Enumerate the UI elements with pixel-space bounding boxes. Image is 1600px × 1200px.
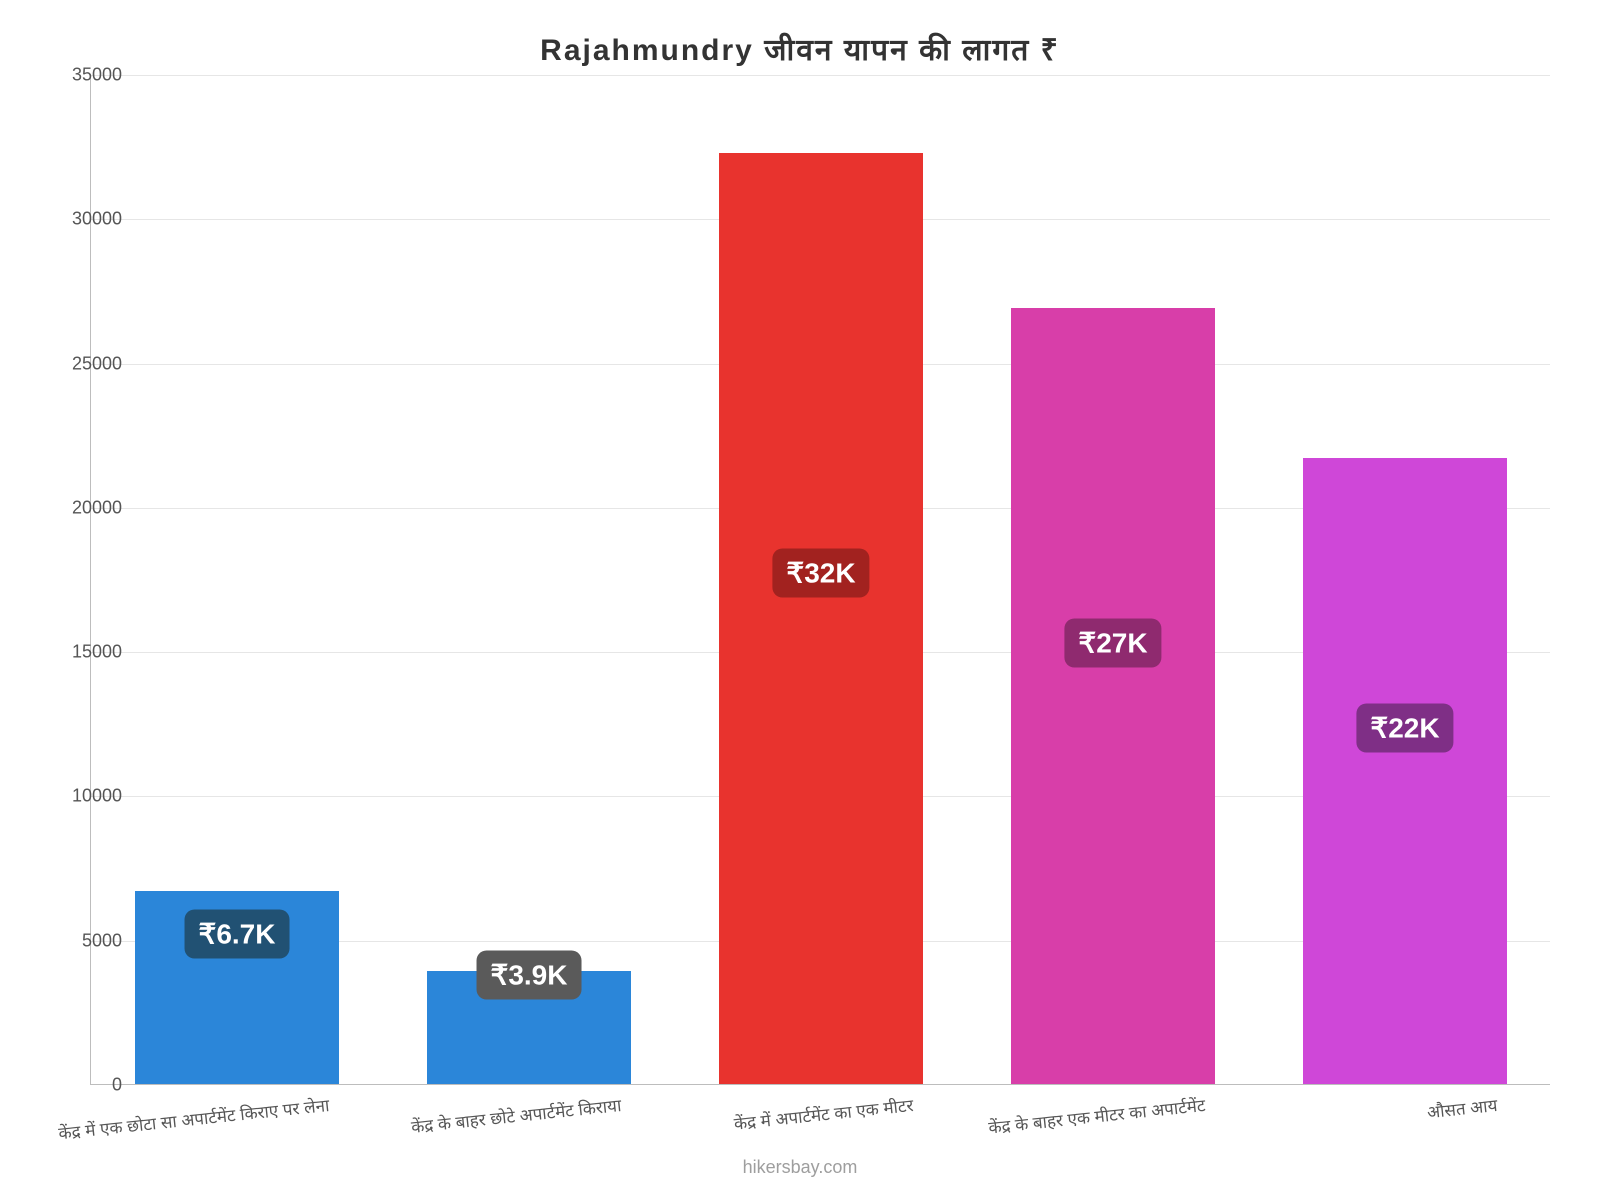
plot-area: ₹6.7K ₹3.9K ₹32K ₹27K ₹22K — [90, 75, 1550, 1085]
cost-of-living-chart: Rajahmundry जीवन यापन की लागत ₹ ₹6.7K ₹3.… — [0, 0, 1600, 1200]
bar-value-label: ₹32K — [772, 549, 869, 598]
y-axis-tick: 20000 — [22, 497, 122, 518]
y-axis-tick: 5000 — [22, 930, 122, 951]
y-axis-tick: 35000 — [22, 65, 122, 86]
bar — [1303, 458, 1507, 1084]
y-axis-tick: 10000 — [22, 786, 122, 807]
bar-value-label: ₹22K — [1356, 704, 1453, 753]
y-axis-tick: 30000 — [22, 209, 122, 230]
bar-value-label: ₹3.9K — [477, 950, 582, 999]
gridline — [91, 75, 1550, 76]
y-axis-tick: 25000 — [22, 353, 122, 374]
y-axis-tick: 15000 — [22, 642, 122, 663]
chart-footer: hikersbay.com — [0, 1157, 1600, 1178]
bar-value-label: ₹27K — [1064, 618, 1161, 667]
chart-title: Rajahmundry जीवन यापन की लागत ₹ — [0, 28, 1600, 69]
bar — [719, 153, 923, 1084]
bar-value-label: ₹6.7K — [185, 910, 290, 959]
y-axis-tick: 0 — [22, 1075, 122, 1096]
bar — [1011, 308, 1215, 1084]
